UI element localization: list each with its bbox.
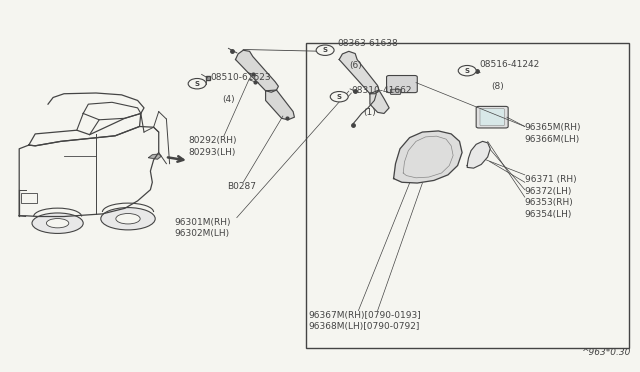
Text: (8): (8) bbox=[492, 82, 504, 91]
Text: 96371 (RH)
96372(LH)
96353(RH)
96354(LH): 96371 (RH) 96372(LH) 96353(RH) 96354(LH) bbox=[525, 175, 577, 219]
Ellipse shape bbox=[32, 213, 83, 234]
Text: 08516-41242: 08516-41242 bbox=[479, 60, 540, 69]
FancyBboxPatch shape bbox=[476, 106, 508, 128]
Circle shape bbox=[458, 65, 476, 76]
Text: S: S bbox=[323, 47, 328, 53]
Polygon shape bbox=[467, 141, 490, 168]
Polygon shape bbox=[394, 131, 462, 183]
Text: 96301M(RH)
96302M(LH): 96301M(RH) 96302M(LH) bbox=[174, 218, 230, 238]
Bar bbox=[21, 193, 37, 203]
Polygon shape bbox=[339, 51, 379, 94]
Ellipse shape bbox=[116, 214, 140, 224]
Text: S: S bbox=[337, 94, 342, 100]
Text: 08363-61638: 08363-61638 bbox=[337, 39, 398, 48]
Polygon shape bbox=[148, 154, 161, 159]
Ellipse shape bbox=[101, 208, 155, 230]
Text: (4): (4) bbox=[222, 95, 235, 104]
Ellipse shape bbox=[46, 218, 69, 228]
Text: (1): (1) bbox=[364, 108, 376, 117]
Text: S: S bbox=[195, 81, 200, 87]
Text: S: S bbox=[465, 68, 470, 74]
Polygon shape bbox=[236, 50, 278, 92]
Text: ^963*0.30: ^963*0.30 bbox=[581, 348, 630, 357]
Polygon shape bbox=[266, 90, 294, 120]
Text: 08510-61623: 08510-61623 bbox=[210, 73, 271, 82]
Polygon shape bbox=[370, 90, 389, 113]
Text: 96367M(RH)[0790-0193]
96368M(LH)[0790-0792]: 96367M(RH)[0790-0193] 96368M(LH)[0790-07… bbox=[308, 311, 421, 331]
Text: 08310-41662: 08310-41662 bbox=[351, 86, 412, 95]
Text: (6): (6) bbox=[349, 61, 362, 70]
Text: B0287: B0287 bbox=[227, 182, 256, 191]
FancyBboxPatch shape bbox=[480, 109, 504, 126]
FancyBboxPatch shape bbox=[390, 89, 401, 94]
Bar bbox=[306, 43, 629, 348]
Text: 80292(RH)
80293(LH): 80292(RH) 80293(LH) bbox=[189, 136, 237, 157]
Circle shape bbox=[188, 78, 206, 89]
Text: 96365M(RH)
96366M(LH): 96365M(RH) 96366M(LH) bbox=[525, 123, 581, 144]
Circle shape bbox=[316, 45, 334, 55]
Circle shape bbox=[330, 92, 348, 102]
FancyBboxPatch shape bbox=[387, 76, 417, 93]
